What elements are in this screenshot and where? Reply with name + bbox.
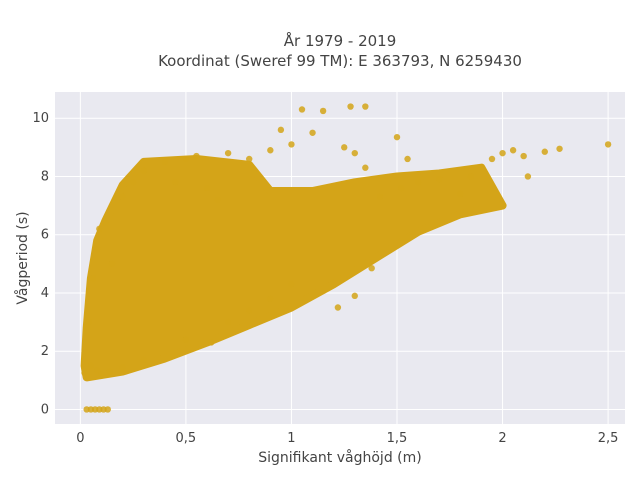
scatter-point — [393, 133, 401, 141]
scatter-point — [224, 318, 232, 326]
scatter-point — [224, 149, 232, 157]
y-tick-label: 0 — [41, 402, 49, 417]
scatter-point — [246, 155, 253, 163]
scatter-point — [467, 173, 475, 180]
scatter-point — [106, 368, 114, 375]
scatter-point — [108, 260, 116, 268]
scatter-point — [319, 107, 327, 115]
x-tick-label: 1 — [287, 431, 295, 446]
scatter-point — [277, 126, 285, 134]
x-tick-label: 0 — [76, 431, 84, 446]
scatter-point — [288, 281, 295, 288]
scatter-point — [341, 144, 348, 151]
scatter-point — [203, 184, 211, 192]
chart-title: År 1979 - 2019 — [284, 31, 397, 50]
scatter-point — [193, 152, 200, 160]
scatter-point — [182, 155, 190, 163]
scatter-point — [436, 176, 443, 183]
scatter-point — [102, 219, 109, 227]
x-tick-label: 2 — [498, 431, 506, 446]
x-tick-label: 2,5 — [598, 431, 619, 446]
scatter-point — [457, 190, 464, 198]
scatter-point — [351, 149, 358, 157]
scatter-point — [246, 307, 253, 314]
scatter-point — [288, 141, 295, 148]
y-tick-labels: 0 2 4 6 8 10 — [32, 111, 49, 417]
scatter-point — [524, 173, 532, 180]
scatter-point — [129, 179, 137, 186]
x-tick-labels: 0 0,5 1 1,5 2 2,5 — [76, 431, 618, 446]
x-tick-label: 1,5 — [387, 431, 408, 446]
scatter-point — [334, 304, 342, 311]
scatter-point — [362, 164, 369, 171]
scatter-point — [161, 158, 168, 166]
y-axis-label: Vågperiod (s) — [14, 211, 31, 304]
scatter-point — [556, 145, 563, 152]
y-tick-label: 2 — [41, 344, 49, 359]
x-tick-label: 0,5 — [176, 431, 197, 446]
scatter-point — [208, 339, 215, 346]
scatter-point — [347, 103, 354, 110]
scatter-point — [368, 264, 375, 272]
scatter-point — [94, 246, 101, 253]
scatter-point — [499, 149, 506, 157]
scatter-point — [488, 155, 496, 163]
scatter-point-cloud-body — [80, 155, 507, 382]
scatter-point — [414, 179, 422, 186]
scatter-point — [214, 196, 221, 203]
scatter-point-cloud — [80, 155, 507, 382]
y-tick-label: 6 — [41, 228, 49, 243]
scatter-point — [172, 179, 179, 186]
scatter-point — [104, 406, 111, 413]
scatter-point — [119, 193, 126, 201]
scatter-point — [351, 292, 358, 300]
scatter-point — [140, 167, 147, 174]
y-tick-label: 4 — [41, 286, 49, 301]
scatter-point — [362, 103, 369, 110]
scatter-point — [267, 147, 274, 154]
scatter-point — [267, 295, 274, 302]
scatter-point — [119, 364, 126, 371]
scatter-point — [85, 318, 92, 326]
y-tick-label: 8 — [41, 169, 49, 184]
scatter-point — [309, 129, 316, 136]
y-tick-label: 10 — [32, 111, 49, 126]
scatter-point — [182, 336, 190, 343]
scatter-point — [140, 356, 147, 364]
scatter-point — [96, 225, 103, 233]
scatter-point — [541, 148, 548, 155]
scatter-point — [398, 184, 405, 192]
scatter-point — [98, 371, 105, 378]
scatter-point — [87, 362, 95, 369]
scatter-point — [298, 106, 306, 113]
scatter-point — [376, 193, 384, 201]
chart-subtitle: Koordinat (Sweref 99 TM): E 363793, N 62… — [158, 52, 522, 70]
scatter-point — [604, 141, 612, 148]
scatter-point — [94, 366, 101, 374]
scatter-point — [81, 369, 88, 377]
scatter-point — [509, 147, 517, 154]
scatter-points — [81, 103, 612, 413]
x-axis-label: Signifikant våghöjd (m) — [258, 449, 421, 466]
scatter-point — [520, 152, 527, 160]
scatter-point — [404, 155, 411, 163]
scatter-point — [89, 275, 97, 282]
